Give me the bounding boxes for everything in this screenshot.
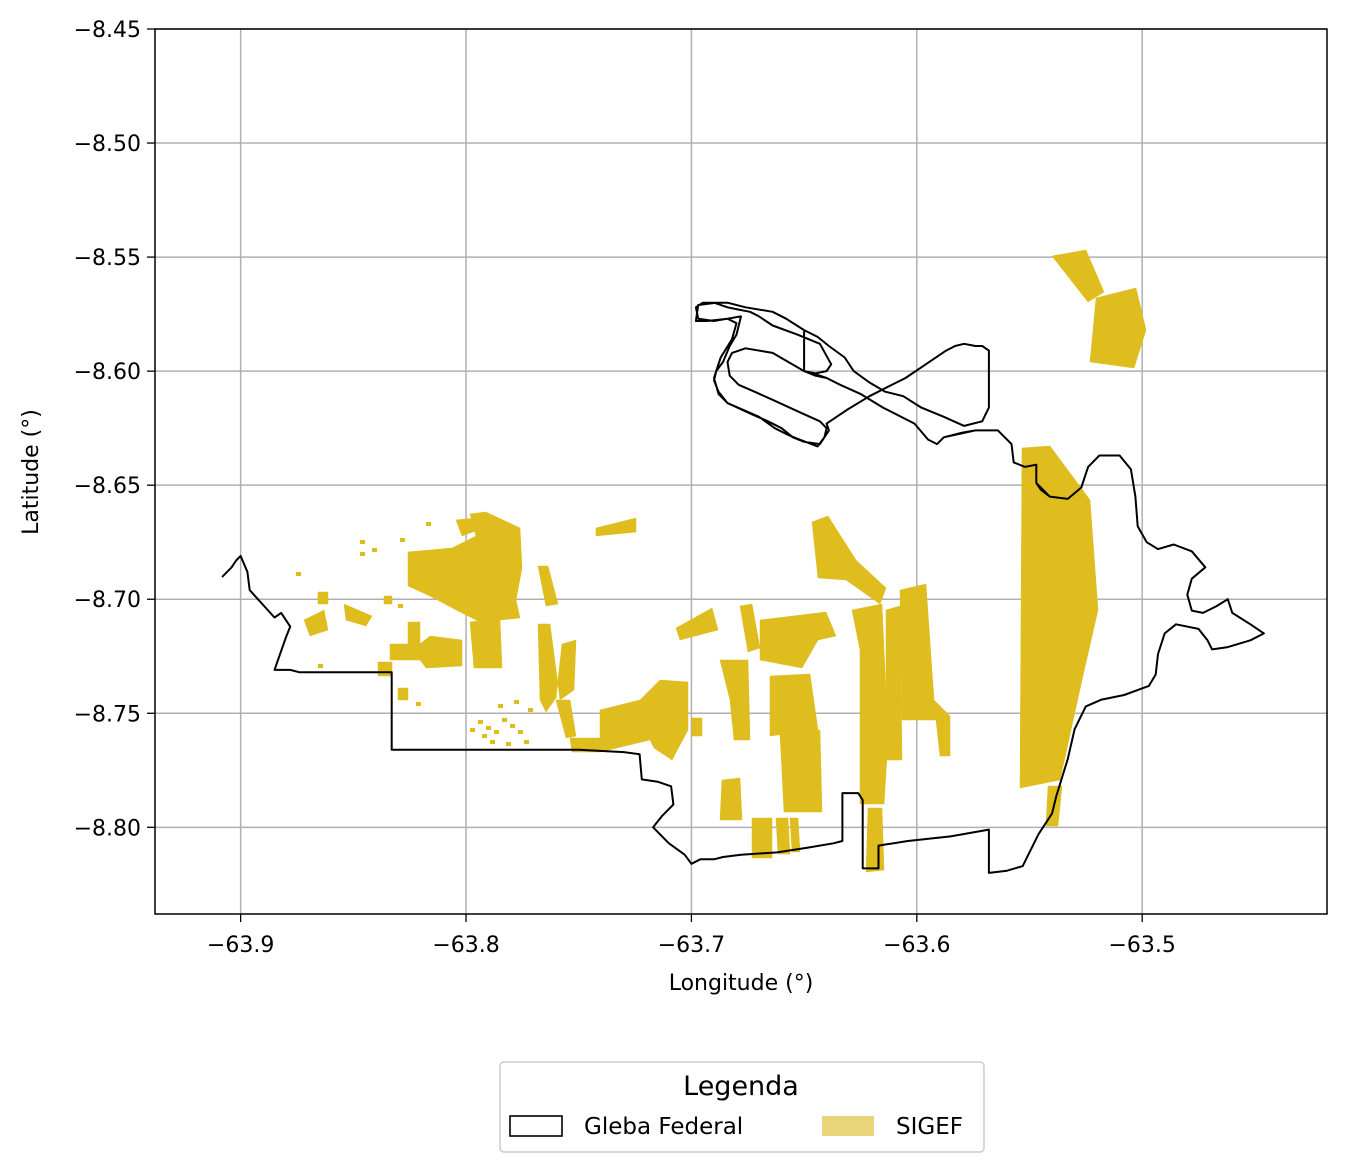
sigef-parcel-34 [318, 592, 328, 604]
sigef-small-parcel-15 [372, 548, 377, 552]
sigef-parcel-18 [600, 680, 688, 760]
y-tick-label-4: −8.65 [74, 474, 141, 499]
sigef-small-parcel-16 [400, 538, 405, 542]
y-tick-label-1: −8.50 [74, 132, 141, 157]
legend-title: Legenda [683, 1071, 799, 1102]
sigef-parcel-11 [780, 730, 822, 812]
sigef-parcel-29 [470, 618, 502, 668]
sigef-small-parcel-11 [498, 704, 503, 708]
sigef-small-parcel-1 [486, 726, 491, 730]
sigef-small-parcel-12 [482, 734, 487, 738]
sigef-parcel-35 [398, 688, 408, 700]
sigef-parcel-26 [538, 624, 576, 712]
y-tick-label-0: −8.45 [74, 18, 141, 43]
y-tick-label-3: −8.60 [74, 360, 141, 385]
sigef-small-parcel-3 [502, 718, 507, 722]
sigef-parcel-30 [408, 622, 420, 646]
sigef-parcel-7 [886, 606, 902, 760]
sigef-small-parcel-8 [490, 740, 495, 744]
y-tick-label-6: −8.75 [74, 702, 141, 727]
x-tick-label-1: −63.8 [432, 933, 499, 958]
sigef-parcels [296, 250, 1146, 872]
sigef-parcel-6 [900, 584, 950, 756]
grid-lines [155, 29, 1327, 914]
x-axis-label: Longitude (°) [669, 971, 814, 996]
sigef-parcel-20 [692, 718, 702, 736]
sigef-small-parcel-9 [528, 708, 533, 712]
legend-swatch-sigef [822, 1116, 874, 1136]
x-tick-label-3: −63.6 [883, 933, 950, 958]
plot-frame [155, 29, 1327, 914]
sigef-small-parcel-10 [514, 700, 519, 704]
sigef-small-parcel-17 [426, 522, 431, 526]
sigef-parcel-14 [720, 778, 742, 820]
sigef-parcel-32 [344, 604, 372, 626]
sigef-small-parcel-7 [506, 742, 511, 746]
sigef-parcel-25 [538, 566, 558, 606]
sigef-parcel-28 [390, 636, 462, 668]
sigef-parcel-36 [384, 596, 392, 604]
sigef-small-parcel-6 [524, 740, 529, 744]
sigef-parcel-22 [596, 518, 636, 536]
sigef-parcel-4 [852, 604, 888, 804]
legend-label-gleba: Gleba Federal [584, 1114, 743, 1140]
y-tick-label-7: −8.80 [74, 816, 141, 841]
x-axis-ticks: −63.9 −63.8 −63.7 −63.6 −63.5 [207, 914, 1176, 958]
sigef-parcel-16 [776, 818, 790, 854]
sigef-parcel-24 [456, 518, 478, 536]
sigef-parcel-9 [760, 612, 836, 668]
gleba-polygon-0 [223, 303, 1264, 873]
x-tick-label-0: −63.9 [207, 933, 274, 958]
sigef-small-parcel-22 [360, 552, 365, 556]
sigef-small-parcel-20 [296, 572, 301, 576]
x-tick-label-2: −63.7 [658, 933, 725, 958]
legend-label-sigef: SIGEF [896, 1114, 963, 1140]
y-tick-label-5: −8.70 [74, 588, 141, 613]
y-tick-label-2: −8.55 [74, 246, 141, 271]
sigef-parcel-5 [866, 808, 884, 872]
x-tick-label-4: −63.5 [1108, 933, 1175, 958]
sigef-small-parcel-19 [318, 664, 323, 668]
sigef-parcel-13 [720, 660, 750, 740]
sigef-parcel-33 [304, 610, 328, 636]
sigef-small-parcel-2 [494, 730, 499, 734]
sigef-small-parcel-18 [398, 604, 403, 608]
sigef-small-parcel-13 [470, 728, 475, 732]
sigef-small-parcel-4 [510, 724, 515, 728]
sigef-small-parcel-0 [478, 720, 483, 724]
y-axis-ticks: −8.45 −8.50 −8.55 −8.60 −8.65 −8.70 −8.75 −8.80 [74, 18, 155, 841]
sigef-parcel-31 [378, 662, 392, 676]
sigef-parcel-17 [790, 818, 800, 852]
sigef-parcel-3 [1090, 288, 1146, 368]
sigef-parcel-10 [770, 674, 818, 736]
legend: Legenda Gleba Federal SIGEF [500, 1062, 984, 1152]
sigef-parcel-21 [676, 608, 718, 640]
sigef-parcel-12 [740, 604, 760, 652]
y-axis-label: Latitude (°) [19, 409, 44, 535]
sigef-parcel-27 [556, 700, 576, 738]
sigef-parcel-8 [812, 516, 886, 604]
gleba-federal-outline [223, 303, 1264, 873]
sigef-small-parcel-21 [416, 702, 421, 706]
sigef-small-parcel-14 [360, 540, 365, 544]
sigef-small-parcel-5 [518, 730, 523, 734]
